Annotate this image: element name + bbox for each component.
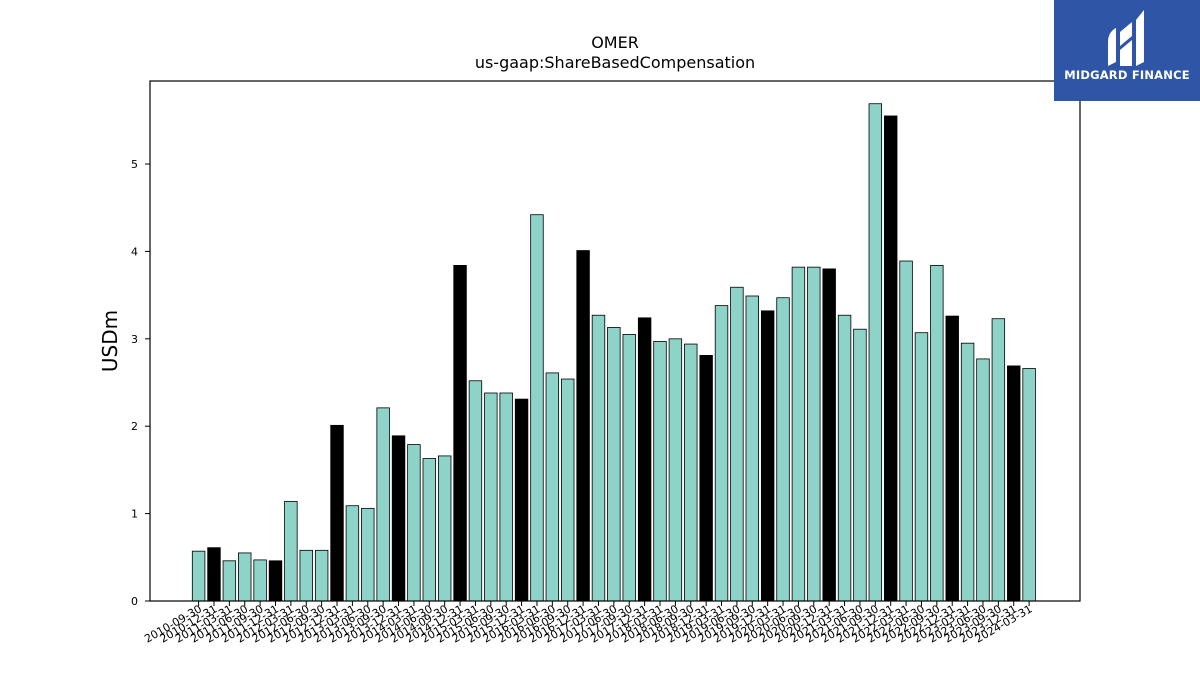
bar-2023-06-30 xyxy=(976,358,990,602)
bar-2017-12-31 xyxy=(637,317,652,602)
chart-title: OMER xyxy=(591,33,639,52)
bar-2016-06-30 xyxy=(545,372,560,602)
bar-2022-09-30 xyxy=(930,264,944,602)
bar-2012-12-31 xyxy=(330,424,344,602)
bar-2016-09-30 xyxy=(561,378,575,602)
bar-2017-09-30 xyxy=(622,334,636,602)
plot-frame xyxy=(149,80,1081,602)
bar-2022-03-31 xyxy=(899,260,913,602)
bar-2018-12-31 xyxy=(699,355,713,602)
bar-2021-12-31 xyxy=(884,115,898,602)
y-tick-label: 3 xyxy=(131,333,138,346)
bar-2015-12-31 xyxy=(514,398,529,602)
bar-2011-12-31 xyxy=(268,560,283,602)
y-tick-label: 5 xyxy=(131,158,138,171)
bar-2011-06-30 xyxy=(238,552,252,602)
bar-2018-09-30 xyxy=(684,343,698,602)
bar-2012-03-31 xyxy=(284,500,298,602)
bar-2019-12-31 xyxy=(760,310,775,602)
bar-2021-06-30 xyxy=(853,328,867,602)
bar-2022-12-31 xyxy=(945,315,959,602)
y-tick-label: 0 xyxy=(131,595,138,608)
bar-2016-03-31 xyxy=(530,214,544,602)
bar-2012-09-30 xyxy=(314,549,329,602)
bar-2015-06-30 xyxy=(484,392,498,602)
y-tick-label: 2 xyxy=(131,420,138,433)
bar-2012-06-30 xyxy=(299,549,313,602)
bar-2019-03-31 xyxy=(714,305,729,602)
bar-2011-09-30 xyxy=(253,559,267,602)
bar-2017-03-31 xyxy=(591,314,606,602)
bar-2010-12-31 xyxy=(207,547,221,602)
brand-logo: MIDGARD FINANCE xyxy=(1054,0,1200,101)
x-axis-ticks: 2010-09-302010-12-312011-03-312011-06-30… xyxy=(142,601,1035,646)
bar-2011-03-31 xyxy=(222,560,237,602)
bar-2016-12-31 xyxy=(576,250,590,602)
bar-2014-12-31 xyxy=(453,264,467,602)
y-axis-ticks: 0 1 2 3 4 5 xyxy=(131,158,150,608)
bar-2021-09-30 xyxy=(868,103,883,602)
bar-2020-03-31 xyxy=(776,297,790,602)
bar-2022-06-30 xyxy=(914,332,929,602)
bar-2014-03-31 xyxy=(407,444,421,602)
brand-name: MIDGARD FINANCE xyxy=(1064,68,1190,82)
bar-2013-09-30 xyxy=(376,407,390,602)
bar-2015-03-31 xyxy=(468,380,483,602)
bar-2013-12-31 xyxy=(391,435,406,602)
y-tick-label: 1 xyxy=(131,508,138,521)
bar-2015-09-30 xyxy=(499,392,513,602)
bar-2023-12-31 xyxy=(1007,365,1021,602)
bar-2010-09-30 xyxy=(191,550,206,602)
bar-2013-06-30 xyxy=(361,507,375,602)
bars-group xyxy=(191,103,1036,602)
bar-2021-03-31 xyxy=(837,314,852,602)
bar-2013-03-31 xyxy=(345,505,360,602)
y-tick-label: 4 xyxy=(131,245,138,258)
bar-2024-03-31 xyxy=(1022,368,1036,602)
bar-2018-06-30 xyxy=(668,338,683,602)
bar-2023-03-31 xyxy=(960,342,975,602)
y-axis-label: USDm xyxy=(98,310,122,372)
bar-2023-09-30 xyxy=(991,318,1006,602)
bar-2020-06-30 xyxy=(791,266,806,602)
bar-2014-06-30 xyxy=(422,458,437,602)
midgard-logo-icon xyxy=(1108,10,1144,66)
bar-2019-09-30 xyxy=(745,295,759,602)
bar-2020-12-31 xyxy=(822,268,836,602)
bar-2019-06-30 xyxy=(730,286,744,602)
chart-subtitle: us-gaap:ShareBasedCompensation xyxy=(475,53,755,72)
bar-2017-06-30 xyxy=(607,327,621,602)
bar-2014-09-30 xyxy=(437,455,452,602)
bar-2020-09-30 xyxy=(807,266,821,602)
bar-2018-03-31 xyxy=(653,341,667,602)
